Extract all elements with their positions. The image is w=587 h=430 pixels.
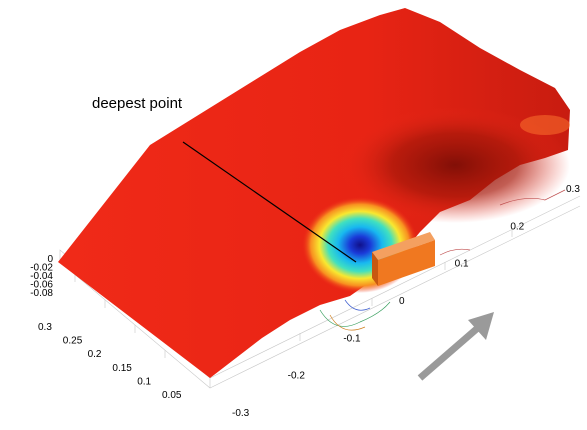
x-tick-label: 0	[399, 296, 405, 307]
y-tick-label: 0.1	[137, 376, 151, 387]
flow-direction-arrow-icon	[417, 312, 494, 381]
y-tick-label: 0.05	[162, 390, 182, 401]
obstacle-block	[372, 232, 435, 286]
contour-lines	[319, 189, 566, 331]
surface-highlight	[520, 115, 570, 135]
y-tick-label: 0.15	[112, 363, 132, 374]
y-tick-label: 0.2	[88, 349, 102, 360]
x-tick-label: -0.3	[232, 408, 250, 419]
z-tick-label: -0.02	[30, 263, 53, 274]
z-axis-ticks: 0-0.02-0.04-0.06-0.08	[30, 254, 53, 299]
surface-dark-zone	[340, 107, 570, 223]
y-axis-ticks: 0.3 0.25 0.2 0.15 0.1 0.05	[38, 322, 182, 401]
y-tick-label: 0.3	[38, 322, 52, 333]
annotation-label: deepest point	[92, 95, 183, 112]
z-tick-label: -0.04	[30, 271, 53, 282]
x-tick-label: -0.1	[343, 333, 361, 344]
x-tick-label: -0.2	[288, 371, 306, 382]
z-tick-label: -0.06	[30, 280, 53, 291]
y-tick-label: 0.25	[63, 336, 83, 347]
z-tick-label: 0	[47, 254, 53, 265]
z-tick-label: -0.08	[30, 288, 53, 299]
annotation-leader-line	[182, 141, 357, 263]
surface	[58, 8, 570, 378]
x-tick-label: 0.1	[455, 259, 469, 270]
x-tick-label: 0.3	[566, 184, 580, 195]
x-tick-label: 0.2	[510, 221, 524, 232]
x-axis-ticks: -0.3 -0.2 -0.1 0 0.1 0.2 0.3	[232, 184, 580, 419]
